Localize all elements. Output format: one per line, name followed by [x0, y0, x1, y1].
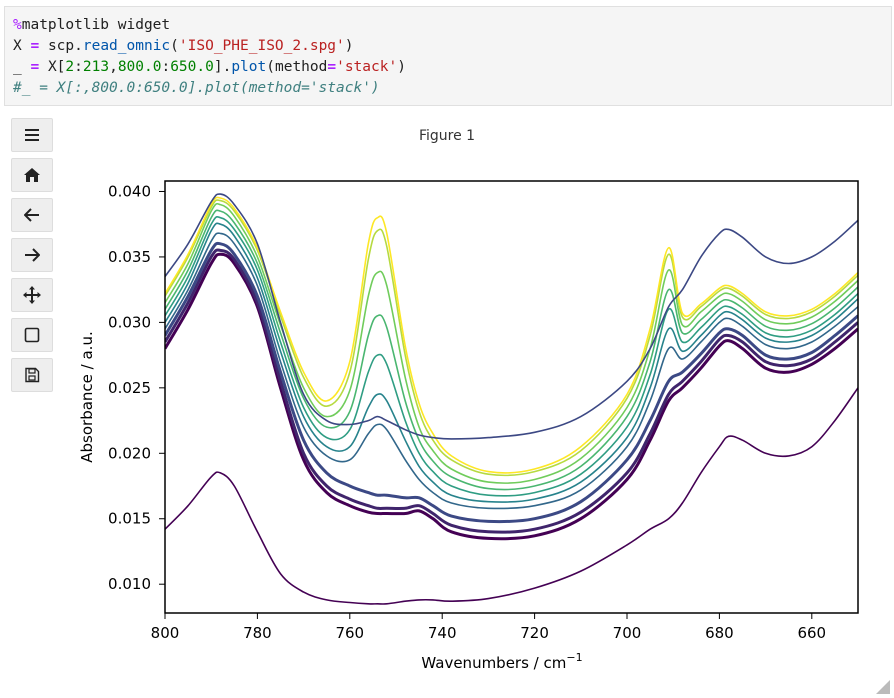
x-tick-label: 780 [243, 624, 272, 642]
code-token: X [13, 38, 22, 54]
y-tick-label: 0.035 [108, 248, 151, 266]
code-token: 2 [65, 59, 75, 75]
spectrum-line [165, 222, 858, 503]
forward-icon [25, 248, 40, 262]
code-token: : [161, 59, 171, 75]
x-tick-label: 740 [428, 624, 457, 642]
y-tick-label: 0.010 [108, 575, 151, 593]
x-tick-label: 680 [705, 624, 734, 642]
plot-frame [164, 180, 859, 614]
code-token: 800.0 [117, 59, 162, 75]
menu-icon [25, 129, 39, 141]
code-token: = [327, 59, 337, 75]
code-token: 'ISO_PHE_ISO_2.spg' [178, 38, 345, 54]
code-token: : [74, 59, 83, 75]
x-tick-label: 660 [797, 624, 826, 642]
code-token: plot [231, 59, 267, 75]
code-cell[interactable]: %matplotlib widget X = scp.read_omnic('I… [4, 6, 892, 106]
code-line-1: %matplotlib widget [13, 15, 170, 36]
y-axis-label: Absorbance / a.u. [78, 331, 96, 462]
resize-handle[interactable] [876, 680, 890, 694]
figure-title: Figure 1 [418, 128, 476, 144]
code-token: X[ [47, 59, 66, 75]
x-tick-label: 720 [520, 624, 549, 642]
spectrum-line [165, 248, 858, 534]
spectrum-line [165, 387, 858, 605]
menu-button[interactable] [11, 118, 53, 152]
magic-percent: % [13, 17, 22, 33]
spectrum-line [165, 215, 858, 497]
code-line-3: _ = X[2:213,800.0:650.0].plot(method='st… [13, 57, 406, 78]
y-tick-label: 0.040 [108, 182, 151, 200]
code-token: ) [344, 38, 354, 54]
y-tick-label: 0.025 [108, 379, 151, 397]
save-button[interactable] [11, 358, 53, 392]
spectrum-line [165, 241, 858, 524]
home-icon [24, 168, 40, 182]
code-token: scp. [47, 38, 83, 54]
back-button[interactable] [11, 198, 53, 232]
spectrum-line [165, 193, 858, 440]
y-tick-label: 0.030 [108, 313, 151, 331]
code-token: , [109, 59, 118, 75]
spectrum-line [165, 232, 858, 510]
code-line-4: #_ = X[:,800.0:650.0].plot(method='stack… [13, 80, 380, 96]
home-button[interactable] [11, 158, 53, 192]
save-icon [25, 367, 40, 383]
x-tick-label: 760 [335, 624, 364, 642]
spectrum-line [165, 209, 858, 491]
x-tick-label: 700 [613, 624, 642, 642]
magic-command: matplotlib widget [21, 17, 171, 33]
code-token: read_omnic [82, 38, 171, 54]
forward-button[interactable] [11, 238, 53, 272]
spectra-chart[interactable]: 800 780 760 740 720 700 680 660 0.010 0.015 0.020… [60, 160, 880, 680]
code-token: 650.0 [170, 59, 214, 75]
y-tick-label: 0.015 [108, 510, 151, 528]
back-icon [24, 208, 39, 222]
pan-button[interactable] [11, 278, 53, 312]
zoom-rect-button[interactable] [11, 318, 53, 352]
code-token: 213 [82, 59, 110, 75]
x-tick-label: 800 [151, 624, 180, 642]
x-axis-label: Wavenumbers / cm−1 [421, 651, 582, 672]
zoom-rect-icon [24, 327, 40, 343]
code-token: ]. [213, 59, 232, 75]
code-token: ( [170, 38, 179, 54]
code-line-2: X = scp.read_omnic('ISO_PHE_ISO_2.spg') [13, 36, 354, 57]
code-token: _ [13, 59, 22, 75]
spectrum-line [165, 202, 858, 484]
y-tick-label: 0.020 [108, 444, 151, 462]
code-token: ) [397, 59, 406, 75]
code-token: (method [266, 59, 328, 75]
pan-icon [23, 286, 41, 304]
code-token: 'stack' [336, 59, 398, 75]
code-token: = [30, 59, 40, 75]
code-token: = [30, 38, 40, 54]
